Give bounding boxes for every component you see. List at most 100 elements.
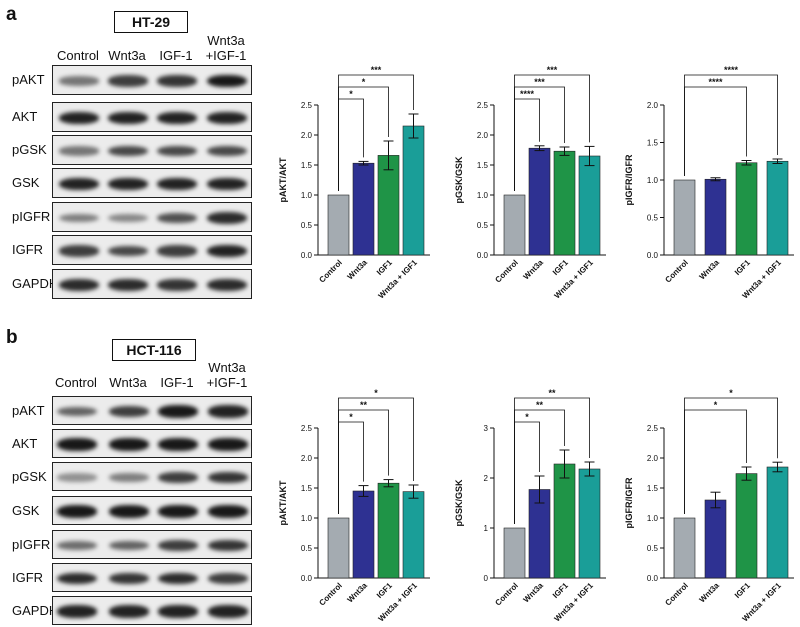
lane-label: Control	[55, 375, 97, 390]
blot-band	[57, 438, 97, 451]
blot-band	[158, 505, 198, 518]
y-tick-label: 0.5	[301, 221, 313, 230]
x-tick-label: IGF1	[551, 258, 570, 277]
blot-label: IGFR	[12, 242, 44, 257]
x-tick-label: Wnt3a	[698, 581, 722, 605]
blot-band	[109, 572, 149, 585]
blot-band	[109, 405, 149, 418]
blot-band	[158, 572, 198, 585]
blot-band	[157, 245, 197, 257]
bar-wnt3a-igf1	[402, 491, 425, 579]
panel-a-cell-line-title: HT-29	[114, 11, 188, 33]
blot-label: AKT	[12, 109, 38, 124]
bar-wnt3a-igf1	[402, 125, 425, 256]
blot-strip	[52, 135, 252, 165]
significance-label: *	[729, 388, 733, 398]
blot-band	[207, 145, 247, 157]
y-tick-label: 2.0	[477, 131, 489, 140]
significance-label: **	[548, 388, 556, 398]
y-axis-label: pAKT/AKT	[278, 480, 288, 525]
panel-b-cell-line-title: HCT-116	[112, 339, 196, 361]
y-tick-label: 0.0	[477, 251, 489, 260]
y-tick-label: 1.5	[301, 484, 313, 493]
y-tick-label: 0.0	[647, 251, 659, 260]
bar-igf1	[553, 150, 576, 256]
y-tick-label: 2.5	[301, 424, 313, 433]
y-axis-label: pGSK/GSK	[454, 156, 464, 204]
bar-wnt3a-igf1	[766, 466, 789, 579]
blot-band	[108, 245, 148, 257]
bar-control	[673, 517, 696, 579]
x-tick-label: Control	[493, 581, 519, 607]
x-tick-label: IGF1	[551, 581, 570, 600]
bar-wnt3a-igf1	[578, 468, 601, 579]
panel-b-letter: b	[6, 327, 18, 348]
bar-wnt3a	[528, 147, 551, 256]
x-tick-label: Wnt3a	[522, 258, 546, 282]
y-tick-label: 2.0	[647, 101, 659, 110]
blot-band	[208, 572, 248, 585]
blot-band	[157, 145, 197, 157]
bar-igf1	[553, 463, 576, 579]
y-tick-label: 0.0	[301, 251, 313, 260]
x-tick-label: Wnt3a	[346, 258, 370, 282]
blot-band	[158, 438, 198, 451]
significance-label: **	[360, 400, 368, 410]
bar-wnt3a-igf1	[766, 160, 789, 256]
blot-strip	[52, 596, 252, 625]
significance-bracket	[684, 397, 778, 514]
lane-label: IGF-1	[160, 375, 194, 390]
y-axis-label: pIGFR/IGFR	[624, 477, 634, 528]
significance-bracket	[514, 74, 590, 191]
blot-strip	[52, 235, 252, 265]
chart-pakt-akt-ht29: 0.0 0.5 1.0 1.5 2.0 2.5 pAKT/AKT Control Wnt3a IG…	[278, 65, 430, 300]
x-tick-label: IGF1	[375, 258, 394, 277]
y-tick-label: 2.0	[301, 131, 313, 140]
blot-band	[109, 473, 149, 482]
chart-pigfr-igfr-hct116: 0.0 0.5 1.0 1.5 2.0 2.5 pIGFR/IGFR Control Wnt3a…	[624, 388, 794, 623]
blot-label: AKT	[12, 436, 38, 451]
lane-label: Wnt3a +IGF-1	[205, 33, 247, 63]
y-tick-label: 0.5	[647, 214, 659, 223]
blot-band	[157, 75, 197, 87]
blot-strip	[52, 168, 252, 198]
blot-band	[208, 505, 248, 518]
panel-a-letter: a	[6, 4, 17, 25]
significance-label: *	[349, 412, 353, 422]
chart-pigfr-igfr-ht29: 0.0 0.5 1.0 1.5 2.0 pIGFR/IGFR Control Wnt3a IGF…	[624, 65, 794, 300]
y-tick-label: 2.5	[477, 101, 489, 110]
y-tick-label: 2.5	[301, 101, 313, 110]
y-tick-label: 1	[484, 524, 489, 533]
blot-band	[57, 406, 97, 417]
y-tick-label: 0.0	[301, 574, 313, 583]
bar-wnt3a	[704, 499, 727, 579]
x-tick-label: Control	[317, 581, 343, 607]
blot-label: pIGFR	[12, 209, 51, 224]
blot-strip	[52, 269, 252, 299]
blot-band	[108, 213, 148, 223]
blot-band	[59, 177, 99, 191]
y-tick-label: 1.5	[647, 484, 659, 493]
x-tick-label: Wnt3a	[346, 581, 370, 605]
blot-band	[158, 405, 198, 418]
bar-control	[327, 517, 350, 579]
blot-label: GAPDH	[12, 276, 59, 291]
y-axis-label: pGSK/GSK	[454, 479, 464, 527]
blot-label: GSK	[12, 175, 40, 190]
blot-band	[108, 177, 148, 191]
bar-igf1	[377, 155, 400, 256]
x-tick-label: Control	[317, 258, 343, 284]
blot-label: pIGFR	[12, 537, 51, 552]
y-tick-label: 1.0	[477, 191, 489, 200]
blot-strip	[52, 65, 252, 95]
significance-bracket	[684, 74, 778, 176]
blot-strip	[52, 496, 252, 525]
blot-band	[207, 244, 247, 258]
y-tick-label: 1.0	[301, 514, 313, 523]
y-tick-label: 1.0	[301, 191, 313, 200]
blot-band	[158, 539, 198, 552]
blot-band	[208, 405, 248, 418]
blot-strip	[52, 102, 252, 132]
y-tick-label: 0	[484, 574, 489, 583]
